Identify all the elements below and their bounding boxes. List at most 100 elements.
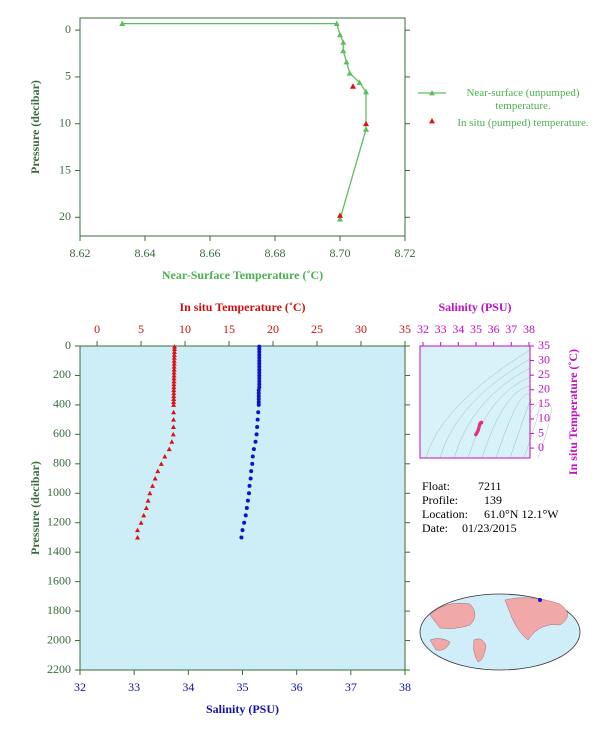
data-point <box>138 520 144 525</box>
data-point <box>171 402 177 407</box>
x-tick-label: 34 <box>452 322 464 336</box>
data-point <box>152 476 158 481</box>
data-point <box>171 390 177 396</box>
x2-tick-label: 20 <box>267 322 279 336</box>
x2-tick-label: 0 <box>94 322 100 336</box>
data-point <box>250 454 255 459</box>
data-point <box>147 490 153 496</box>
info-label: Profile: <box>422 493 458 507</box>
data-point <box>363 88 369 95</box>
y-tick-label: 15 <box>538 396 550 410</box>
plot-area <box>420 346 530 458</box>
data-point <box>171 417 177 422</box>
x-tick-label: 8.72 <box>395 246 416 260</box>
ts-point <box>474 433 478 437</box>
y-tick-label: 2200 <box>47 662 71 676</box>
data-point <box>337 31 343 38</box>
data-point <box>333 20 340 27</box>
y-axis-label: Pressure (decibar) <box>28 461 42 555</box>
data-point <box>145 498 151 503</box>
legend-label: In situ (pumped) temperature. <box>457 117 589 129</box>
x-tick-label: 35 <box>237 680 249 694</box>
density-contour <box>481 385 531 459</box>
legend-label: Near-surface (unpumped) temperature. <box>466 87 580 112</box>
data-line <box>122 22 367 220</box>
data-point <box>257 376 262 381</box>
data-point <box>242 520 247 525</box>
data-point <box>257 367 262 372</box>
info-value: 61.0°N 12.1°W <box>484 507 559 521</box>
density-contour <box>425 349 531 459</box>
data-point <box>170 424 176 429</box>
data-point <box>256 391 261 396</box>
data-point <box>255 425 260 429</box>
plot-frame <box>79 345 406 671</box>
info-value: 01/23/2015 <box>462 521 517 535</box>
y-tick-label: 10 <box>538 411 550 425</box>
data-point <box>171 378 177 384</box>
data-point <box>346 70 353 76</box>
data-point <box>257 352 262 357</box>
y-tick-label: 1000 <box>47 485 71 499</box>
data-point <box>257 358 262 363</box>
density-contour <box>529 404 552 459</box>
data-point <box>171 393 177 399</box>
plot-area <box>80 18 405 236</box>
data-point <box>256 410 261 415</box>
data-point <box>343 58 350 65</box>
legend-marker <box>429 90 435 96</box>
density-contour <box>523 402 540 459</box>
y-tick-label: 800 <box>53 456 71 470</box>
world-map <box>419 593 581 671</box>
data-point <box>257 355 262 360</box>
y-tick-label: 1600 <box>47 573 71 587</box>
x-tick-label: 33 <box>128 680 140 694</box>
x-tick-label: 37 <box>345 680 357 694</box>
info-label: Location: <box>422 507 468 521</box>
data-point <box>171 387 177 393</box>
density-contour <box>453 367 531 459</box>
y-tick-label: 15 <box>59 162 71 176</box>
y-tick-label: 1400 <box>47 544 71 558</box>
y-tick-label: 0 <box>65 338 71 352</box>
data-point <box>257 349 262 354</box>
data-point <box>171 399 177 404</box>
y-tick-label: 5 <box>538 425 544 439</box>
data-point <box>171 344 177 349</box>
x-tick-label: 33 <box>435 322 447 336</box>
data-point <box>247 491 251 496</box>
data-point <box>171 346 177 351</box>
data-point <box>171 358 177 363</box>
data-point <box>256 399 261 404</box>
x-tick-label: 8.64 <box>135 246 156 260</box>
y-axis-label: Pressure (decibar) <box>28 80 42 174</box>
y-tick-label: 200 <box>53 367 71 381</box>
x2-tick-label: 5 <box>138 322 144 336</box>
plot-frame <box>419 345 531 459</box>
x-axis-label: Salinity (PSU) <box>438 300 511 314</box>
y-tick-label: 400 <box>53 397 71 411</box>
density-contour <box>467 376 531 459</box>
data-point <box>245 498 250 503</box>
x-tick-label: 8.68 <box>265 246 286 260</box>
x2-tick-label: 10 <box>179 322 191 336</box>
data-point <box>171 370 177 375</box>
data-point <box>171 372 177 378</box>
data-point <box>254 432 259 437</box>
x-tick-label: 38 <box>523 322 535 336</box>
legend-marker <box>429 118 435 124</box>
x2-tick-label: 35 <box>399 322 411 336</box>
y-tick-label: 5 <box>65 69 71 83</box>
x-tick-label: 34 <box>182 680 194 694</box>
y-tick-label: 25 <box>538 367 550 381</box>
data-point <box>135 534 141 540</box>
density-contour <box>509 398 532 459</box>
data-point <box>171 396 177 402</box>
data-point <box>255 417 260 422</box>
data-point <box>350 83 356 89</box>
data-point <box>256 388 261 393</box>
data-point <box>257 364 262 369</box>
x2-tick-label: 30 <box>355 322 367 336</box>
data-point <box>171 364 177 369</box>
